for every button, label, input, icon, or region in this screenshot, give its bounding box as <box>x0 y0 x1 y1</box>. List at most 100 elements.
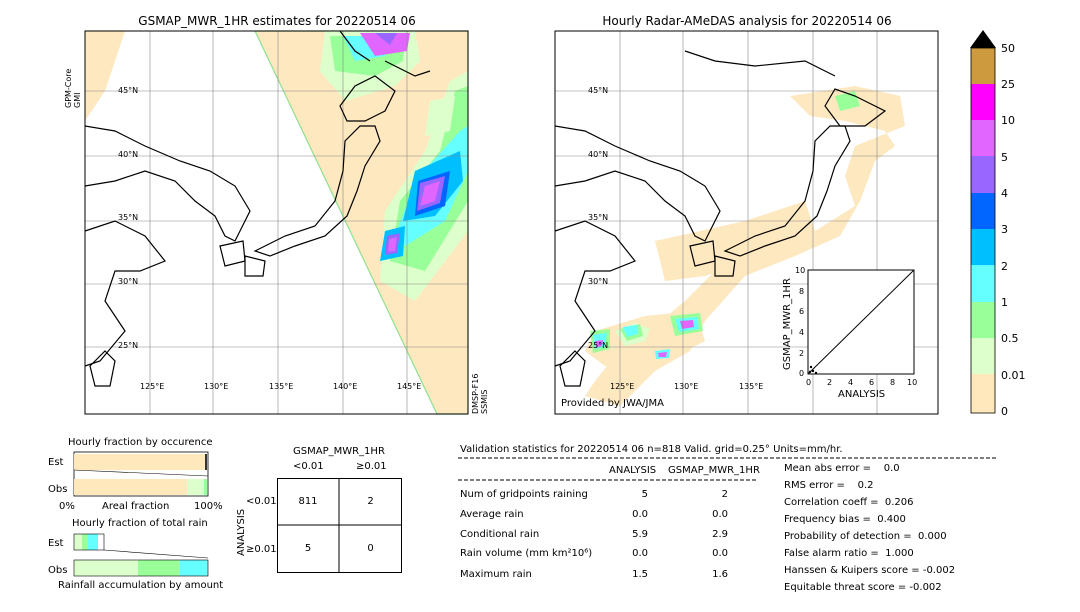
right-lon-label-130: 130°E <box>674 382 699 391</box>
colorbar-segment-2-3 <box>971 229 995 265</box>
score-line: Correlation coeff = 0.206 <box>784 497 914 508</box>
inset-tick-y-8: 8 <box>799 287 805 296</box>
colorbar-segment-3-4 <box>971 193 995 229</box>
contingency-grid <box>277 478 402 573</box>
colorbar-segment-0-0.01 <box>971 374 995 413</box>
total-rain-obs-bar <box>74 560 138 576</box>
inset-scatter-plot <box>807 269 915 375</box>
score-line: Frequency bias = 0.400 <box>784 514 906 525</box>
validation-row-gsmap: 0.0 <box>712 548 728 559</box>
contingency-row-header-lt: <0.01 <box>246 496 277 507</box>
validation-row-analysis: 0.0 <box>632 548 648 559</box>
occurrence-row-obs: Obs <box>48 484 68 495</box>
right-sensor-label: DMSP-F16 SSMIS <box>471 373 489 414</box>
left-map-title: GSMAP_MWR_1HR estimates for 20220514 06 <box>138 14 416 28</box>
validation-row-analysis: 5 <box>641 489 648 500</box>
colorbar <box>970 30 996 414</box>
total-rain-obs-bar <box>180 560 208 576</box>
left-lat-label-45: 45°N <box>118 86 139 95</box>
right-lat-label-35: 35°N <box>588 213 609 222</box>
validation-row-analysis: 5.9 <box>632 529 648 540</box>
colorbar-label-2: 2 <box>1001 260 1008 273</box>
occurrence-bars <box>73 451 209 497</box>
scatter-point <box>811 369 815 373</box>
left-map <box>84 30 469 415</box>
left-lon-label-135: 135°E <box>269 382 294 391</box>
inset-tick-y-10: 10 <box>795 266 806 275</box>
validation-row-label: Rain volume (mm km²10⁶) <box>460 548 593 559</box>
colorbar-label-4: 4 <box>1001 187 1008 200</box>
colorbar-label-10: 10 <box>1001 114 1015 127</box>
score-line: False alarm ratio = 1.000 <box>784 548 914 559</box>
left-lon-label-125: 125°E <box>140 382 165 391</box>
validation-row-gsmap: 0.0 <box>712 509 728 520</box>
contingency-col-header-ge: ≥0.01 <box>356 461 387 472</box>
occurrence-axis-right: 100% <box>194 501 223 512</box>
occurrence-obs-bar <box>74 479 187 495</box>
validation-row-analysis: 1.5 <box>632 569 648 580</box>
validation-row-gsmap: 2.9 <box>712 529 728 540</box>
validation-table-divider <box>458 479 756 481</box>
contingency-cell-01: 2 <box>367 496 374 507</box>
occurrence-obs-bar <box>204 479 207 495</box>
contingency-row-header-ge: ≥0.01 <box>246 544 277 555</box>
right-lat-label-40: 40°N <box>588 150 609 159</box>
total-rain-bars <box>73 533 209 577</box>
left-lon-label-145: 145°E <box>397 382 422 391</box>
validation-row-analysis: 0.0 <box>632 509 648 520</box>
occurrence-axis-mid: Areal fraction <box>102 501 170 512</box>
inset-tick-y-6: 6 <box>799 307 805 316</box>
validation-row-label: Maximum rain <box>460 569 532 580</box>
validation-col-gsmap: GSMAP_MWR_1HR <box>668 465 760 476</box>
left-lat-label-30: 30°N <box>118 277 139 286</box>
colorbar-segment-25-50 <box>971 48 995 84</box>
contingency-title: GSMAP_MWR_1HR <box>293 446 385 457</box>
score-line: Mean abs error = 0.0 <box>784 463 900 474</box>
colorbar-label-25: 25 <box>1001 78 1015 91</box>
colorbar-label-50: 50 <box>1001 42 1015 55</box>
colorbar-label-0.5: 0.5 <box>1001 332 1019 345</box>
total-rain-row-est: Est <box>48 538 64 549</box>
total-rain-est-bar <box>74 534 82 550</box>
left-lat-label-35: 35°N <box>118 213 139 222</box>
validation-header: Validation statistics for 20220514 06 n=… <box>460 444 843 455</box>
score-line: RMS error = 0.2 <box>784 480 874 491</box>
contingency-cell-11: 0 <box>367 543 374 554</box>
left-sensor-label: GPM-Core GMI <box>64 68 82 108</box>
inset-tick-x-6: 6 <box>869 378 875 387</box>
occurrence-row-est: Est <box>48 457 64 468</box>
contingency-col-header-lt: <0.01 <box>293 461 324 472</box>
inset-tick-x-4: 4 <box>848 378 854 387</box>
inset-y-label: GSMAP_MWR_1HR <box>782 278 793 370</box>
inset-tick-y-4: 4 <box>799 328 805 337</box>
inset-tick-x-2: 2 <box>827 378 833 387</box>
inset-x-label: ANALYSIS <box>838 389 886 400</box>
right-lat-label-25: 25°N <box>588 341 609 350</box>
right-lat-label-30: 30°N <box>588 277 609 286</box>
inset-tick-y-2: 2 <box>799 349 805 358</box>
colorbar-label-1: 1 <box>1001 296 1008 309</box>
occurrence-axis-left: 0% <box>59 501 75 512</box>
inset-tick-x-0: 0 <box>806 378 812 387</box>
colorbar-label-3: 3 <box>1001 223 1008 236</box>
colorbar-label-0.01: 0.01 <box>1001 369 1026 382</box>
right-map-title: Hourly Radar-AMeDAS analysis for 2022051… <box>602 14 892 28</box>
right-lon-label-135: 135°E <box>739 382 764 391</box>
validation-col-analysis: ANALYSIS <box>609 465 657 476</box>
validation-row-gsmap: 1.6 <box>712 569 728 580</box>
right-lon-label-125: 125°E <box>610 382 635 391</box>
occurrence-est-bar <box>205 454 207 470</box>
total-rain-axis-label: Rainfall accumulation by amount <box>58 580 224 591</box>
occurrence-obs-bar <box>187 479 204 495</box>
total-rain-row-obs: Obs <box>48 565 68 576</box>
scatter-point <box>809 365 813 369</box>
score-line: Equitable threat score = -0.002 <box>784 582 942 593</box>
scatter-point <box>814 371 818 375</box>
colorbar-extend-arrow <box>970 30 996 48</box>
colorbar-segment-1-2 <box>971 265 995 302</box>
scatter-point <box>808 370 812 374</box>
diagonal-line <box>807 269 915 375</box>
left-lon-label-130: 130°E <box>204 382 229 391</box>
colorbar-label-5: 5 <box>1001 151 1008 164</box>
radar-credit: Provided by JWA/JMA <box>561 398 664 409</box>
